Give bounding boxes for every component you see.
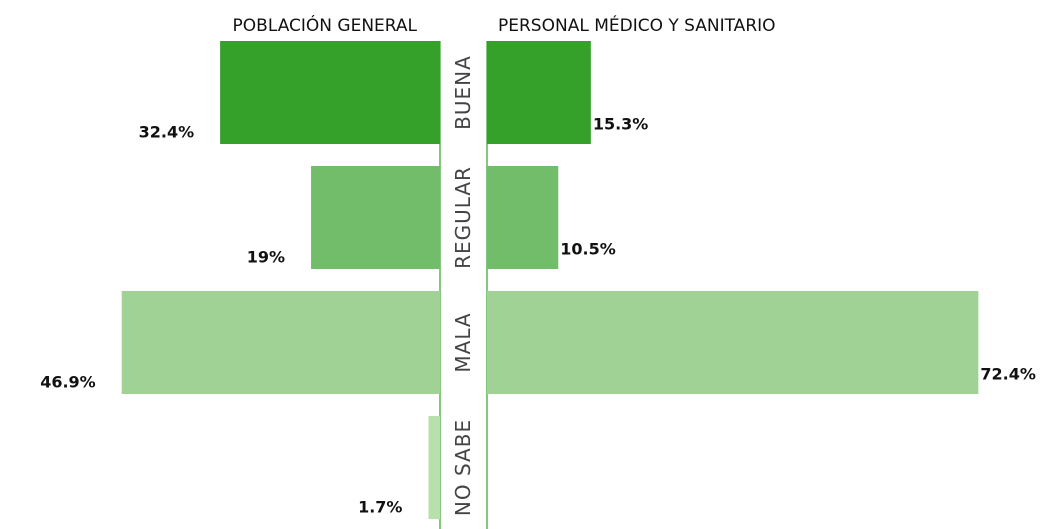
bar bbox=[220, 41, 440, 144]
bar bbox=[487, 41, 591, 144]
bar bbox=[487, 166, 559, 269]
value-label: 1.7% bbox=[358, 498, 402, 517]
left-series-title: POBLACIÓN GENERAL bbox=[233, 14, 418, 36]
bar bbox=[487, 291, 979, 394]
bar bbox=[121, 291, 441, 394]
category-label: REGULAR bbox=[451, 166, 475, 269]
category-label: MALA bbox=[451, 312, 475, 372]
bar bbox=[428, 416, 440, 519]
category-label: BUENA bbox=[451, 55, 475, 130]
value-label: 46.9% bbox=[40, 373, 96, 392]
right-series-title: PERSONAL MÉDICO Y SANITARIO bbox=[498, 14, 776, 36]
value-label: 15.3% bbox=[593, 115, 649, 134]
value-label: 32.4% bbox=[139, 123, 195, 142]
value-label: 19% bbox=[247, 248, 285, 267]
category-label: NO SABE bbox=[451, 419, 475, 516]
value-label: 10.5% bbox=[560, 240, 616, 259]
value-label: 72.4% bbox=[980, 365, 1036, 384]
bar bbox=[311, 166, 440, 269]
